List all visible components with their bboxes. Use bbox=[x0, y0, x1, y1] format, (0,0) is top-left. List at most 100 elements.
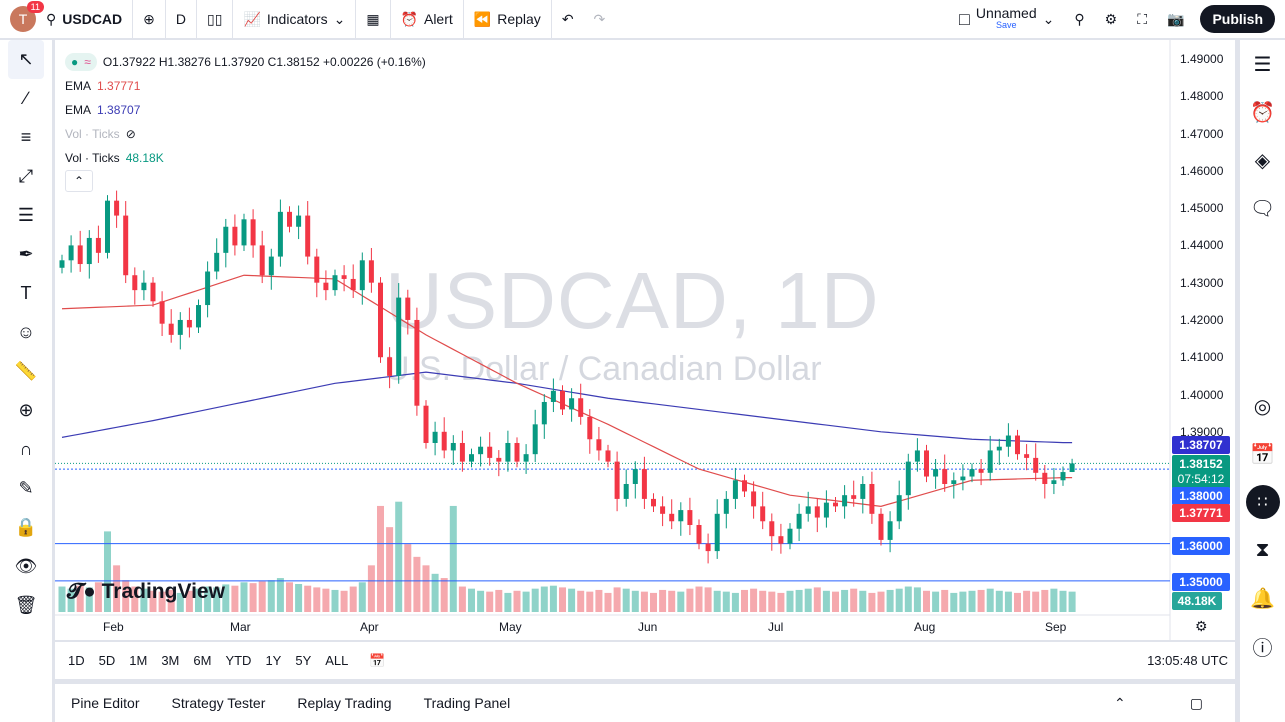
streams-button[interactable]: ⧗ bbox=[1240, 526, 1285, 574]
range-5d[interactable]: 5D bbox=[98, 653, 116, 668]
quick-search-button[interactable]: ⚲ bbox=[1064, 0, 1094, 38]
candle-body bbox=[141, 282, 147, 291]
text-tool[interactable]: T bbox=[0, 274, 52, 313]
range-all[interactable]: ALL bbox=[325, 653, 349, 668]
candle-body bbox=[259, 245, 265, 276]
axis-settings-icon[interactable]: ⚙ bbox=[1195, 618, 1208, 634]
volume-bar bbox=[704, 587, 712, 612]
candle-body bbox=[287, 211, 292, 227]
forecast-tool[interactable]: ☰ bbox=[0, 196, 52, 235]
volume-bar bbox=[795, 589, 803, 612]
chat-button[interactable]: 🗨 bbox=[1240, 184, 1285, 232]
alarm-icon: ⏰ bbox=[400, 10, 418, 27]
help-button[interactable]: ⓘ bbox=[1240, 622, 1285, 670]
interval-button[interactable]: D bbox=[166, 0, 198, 38]
volume-bar bbox=[850, 588, 858, 612]
pattern-tool[interactable]: ⤢ bbox=[0, 157, 52, 196]
volume-bar bbox=[1014, 592, 1021, 612]
visibility-tool[interactable]: 👁 bbox=[0, 547, 52, 586]
chart-type-button[interactable]: ▯▯ bbox=[197, 0, 234, 38]
volume-bar bbox=[522, 591, 530, 612]
add-symbol-button[interactable]: ⊕ bbox=[133, 0, 166, 38]
line-1.35-badge: 1.35000 bbox=[1172, 573, 1230, 591]
range-1m[interactable]: 1M bbox=[129, 653, 148, 668]
volume-bar bbox=[559, 587, 566, 612]
vol-legend[interactable]: Vol · Ticks 48.18K bbox=[65, 151, 164, 165]
range-3m[interactable]: 3M bbox=[161, 653, 180, 668]
indicators-button[interactable]: 📈 Indicators ⌄ bbox=[233, 0, 357, 38]
volume-bar bbox=[449, 505, 457, 612]
range-5y[interactable]: 5Y bbox=[295, 653, 312, 668]
replay-button[interactable]: ⏪ Replay bbox=[464, 0, 552, 38]
range-1d[interactable]: 1D bbox=[68, 653, 85, 668]
candle-body bbox=[851, 495, 857, 499]
price-tick: 1.46000 bbox=[1180, 163, 1224, 178]
gear-icon: ⚙ bbox=[1104, 10, 1118, 27]
cursor-tool[interactable]: ↖ bbox=[8, 40, 44, 79]
ideas-button[interactable]: ◎ bbox=[1240, 382, 1285, 430]
alert-button[interactable]: ⏰ Alert bbox=[391, 0, 464, 38]
brush-tool[interactable]: ✒ bbox=[0, 235, 52, 274]
magnet-tool[interactable]: ∩ bbox=[0, 430, 52, 469]
candle-body bbox=[359, 260, 365, 291]
alerts-button[interactable]: ⏰ bbox=[1240, 88, 1285, 136]
price-chart[interactable] bbox=[55, 40, 1235, 640]
measure-tool[interactable]: 📏 bbox=[0, 352, 52, 391]
candle-body bbox=[541, 401, 547, 425]
emoji-tool[interactable]: ☺ bbox=[0, 313, 52, 352]
clock[interactable]: 13:05:48 UTC bbox=[1147, 653, 1228, 668]
symbol-search[interactable]: ⚲ USDCAD bbox=[36, 0, 134, 38]
goto-date-button[interactable]: 📅 bbox=[355, 653, 399, 669]
tab-trading-panel[interactable]: Trading Panel bbox=[423, 695, 511, 711]
collapse-legend-button[interactable]: ⌃ bbox=[65, 170, 93, 192]
templates-button[interactable]: ▦ bbox=[356, 0, 391, 38]
range-1y[interactable]: 1Y bbox=[265, 653, 282, 668]
volume-bar bbox=[950, 592, 958, 612]
volume-bar bbox=[377, 505, 384, 612]
undo-button[interactable]: ↶ bbox=[552, 0, 584, 38]
candle-body bbox=[86, 237, 92, 265]
vol-hidden-legend[interactable]: Vol · Ticks ⊘ bbox=[65, 122, 426, 146]
products-button[interactable]: ∷ bbox=[1240, 478, 1285, 526]
avatar[interactable]: T 11 bbox=[10, 1, 44, 32]
candle-body bbox=[523, 454, 529, 462]
collapse-panel-button[interactable]: ⌃ bbox=[1082, 695, 1158, 712]
candle-body bbox=[1042, 472, 1048, 484]
chart-pane[interactable]: USDCAD, 1D U.S. Dollar / Canadian Dollar… bbox=[55, 40, 1235, 640]
candle-body bbox=[132, 275, 138, 291]
snapshot-button[interactable]: 📷 bbox=[1157, 0, 1194, 38]
notifications-button[interactable]: 🔔 bbox=[1240, 574, 1285, 622]
candle-body bbox=[696, 525, 702, 544]
candles-icon: ▯▯ bbox=[207, 10, 223, 27]
lock-drawing-tool[interactable]: ✎ bbox=[0, 469, 52, 508]
maximize-panel-button[interactable]: ▢ bbox=[1158, 695, 1235, 712]
horizontal-lines-tool[interactable]: ≡ bbox=[0, 118, 52, 157]
watchlist-button[interactable]: ☰ bbox=[1240, 40, 1285, 88]
zoom-tool[interactable]: ⊕ bbox=[0, 391, 52, 430]
publish-button[interactable]: Publish bbox=[1200, 5, 1275, 33]
volume-bar bbox=[85, 587, 93, 612]
range-6m[interactable]: 6M bbox=[193, 653, 212, 668]
redo-button[interactable]: ↷ bbox=[584, 0, 616, 38]
fullscreen-button[interactable]: ⛶ bbox=[1127, 0, 1157, 38]
tab-replay-trading[interactable]: Replay Trading bbox=[297, 695, 392, 711]
candle-body bbox=[641, 469, 647, 499]
tab-pine-editor[interactable]: Pine Editor bbox=[71, 695, 140, 711]
calendar-button[interactable]: 📅 bbox=[1240, 430, 1285, 478]
settings-button[interactable]: ⚙ bbox=[1095, 0, 1128, 38]
candle-body bbox=[223, 226, 229, 253]
candle-body bbox=[550, 390, 556, 402]
tab-strategy-tester[interactable]: Strategy Tester bbox=[171, 695, 266, 711]
remove-tool[interactable]: 🗑 bbox=[0, 586, 52, 625]
candle-body bbox=[1060, 472, 1066, 481]
ema-blue-legend[interactable]: EMA 1.38707 bbox=[65, 103, 141, 117]
candle-body bbox=[59, 260, 65, 268]
candle-body bbox=[414, 319, 420, 406]
ema-red-legend[interactable]: EMA 1.37771 bbox=[65, 79, 141, 93]
layers-button[interactable]: ◈ bbox=[1240, 136, 1285, 184]
layout-button[interactable]: □ Unnamed Save ⌄ bbox=[959, 5, 1055, 30]
candle-body bbox=[1051, 480, 1057, 484]
trendline-tool[interactable]: ∕ bbox=[0, 79, 52, 118]
range-ytd[interactable]: YTD bbox=[225, 653, 252, 668]
lock-tool[interactable]: 🔒 bbox=[0, 508, 52, 547]
